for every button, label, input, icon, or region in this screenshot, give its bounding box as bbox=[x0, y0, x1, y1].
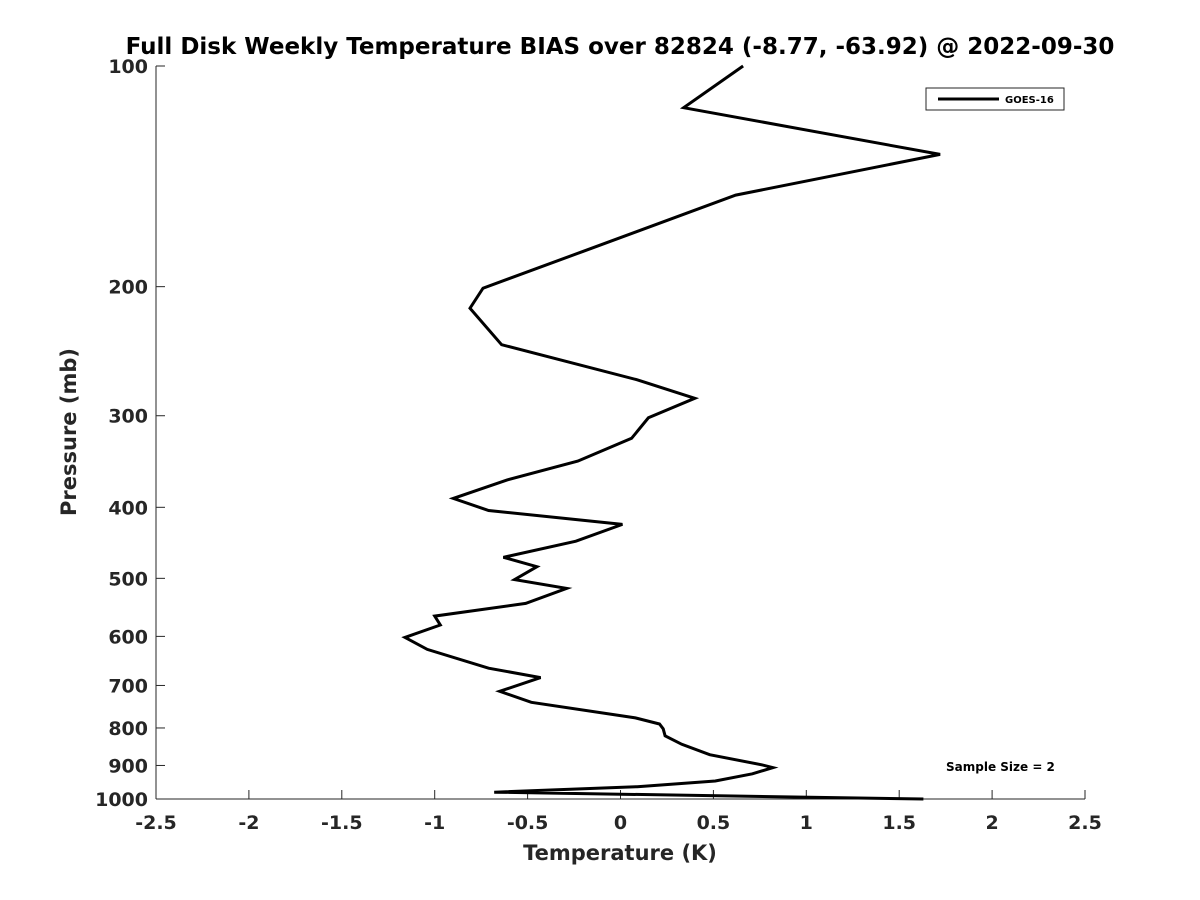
x-tick-label: -1.5 bbox=[321, 812, 363, 834]
y-tick-label: 300 bbox=[108, 406, 148, 428]
x-tick-label: 0 bbox=[614, 812, 627, 834]
y-tick-label: 700 bbox=[108, 675, 148, 697]
y-axis-label: Pressure (mb) bbox=[57, 348, 81, 516]
x-tick-label: 0.5 bbox=[697, 812, 731, 834]
y-tick-label: 100 bbox=[108, 56, 148, 78]
x-tick-label: 2.5 bbox=[1068, 812, 1102, 834]
chart-title: Full Disk Weekly Temperature BIAS over 8… bbox=[126, 34, 1115, 60]
legend-label-goes-16: GOES-16 bbox=[1005, 95, 1054, 106]
x-axis-label: Temperature (K) bbox=[523, 841, 717, 865]
y-tick-label: 400 bbox=[108, 497, 148, 519]
y-tick-label: 800 bbox=[108, 718, 148, 740]
x-tick-label: -1 bbox=[424, 812, 445, 834]
series-layer bbox=[401, 64, 941, 801]
y-tick-label: 900 bbox=[108, 755, 148, 777]
x-tick-label: -2 bbox=[238, 812, 259, 834]
x-tick-label: -0.5 bbox=[507, 812, 549, 834]
x-tick-label: -2.5 bbox=[135, 812, 177, 834]
y-tick-label: 500 bbox=[108, 568, 148, 590]
x-tick-label: 2 bbox=[985, 812, 998, 834]
y-axis-ticks: 100 200 300 400 500 600 700 800 900 1000 bbox=[95, 56, 165, 811]
y-tick-label: 600 bbox=[108, 626, 148, 648]
sample-size-annotation: Sample Size = 2 bbox=[946, 760, 1055, 774]
legend: GOES-16 bbox=[925, 87, 1065, 111]
y-tick-label: 200 bbox=[108, 277, 148, 299]
y-tick-label: 1000 bbox=[95, 789, 148, 811]
x-tick-label: 1 bbox=[800, 812, 813, 834]
x-tick-label: 1.5 bbox=[882, 812, 916, 834]
x-axis-ticks: -2.5 -2 -1.5 -1 -0.5 0 0.5 1 1.5 2 2.5 bbox=[135, 790, 1102, 834]
series-line-goes-16 bbox=[401, 64, 941, 801]
